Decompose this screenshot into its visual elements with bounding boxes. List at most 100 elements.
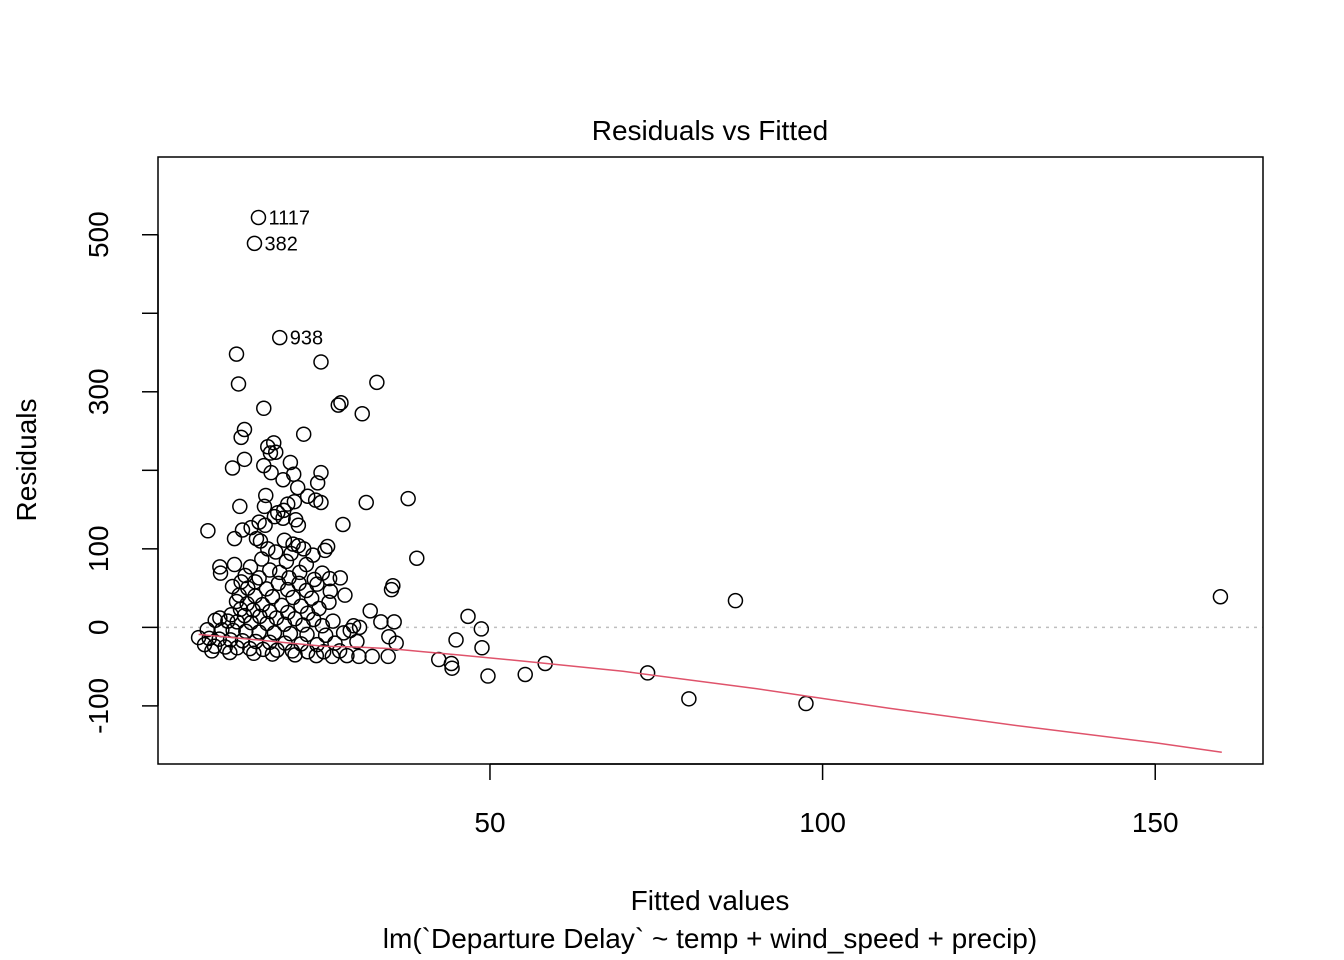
data-point	[473, 621, 490, 637]
data-point	[322, 583, 339, 599]
data-point	[349, 633, 365, 650]
data-point	[246, 645, 262, 662]
data-point	[279, 581, 296, 598]
data-point	[262, 562, 278, 578]
y-tick-label: 500	[83, 211, 114, 258]
data-point	[444, 660, 460, 676]
data-point	[313, 354, 329, 370]
data-point	[251, 570, 267, 586]
data-point	[309, 475, 326, 491]
data-point	[286, 493, 303, 510]
data-point	[313, 464, 329, 481]
data-point	[362, 603, 378, 619]
data-point	[263, 464, 279, 481]
data-point	[256, 498, 273, 515]
data-point	[342, 622, 359, 639]
y-tick-label: -100	[83, 678, 114, 734]
data-point	[388, 635, 404, 651]
data-point	[236, 451, 253, 468]
data-point	[339, 647, 355, 664]
data-point	[226, 556, 243, 573]
data-point	[727, 592, 744, 609]
data-point	[275, 510, 291, 526]
data-point	[285, 589, 301, 606]
data-point	[258, 487, 274, 504]
y-axis-label: Residuals	[11, 399, 42, 522]
data-point	[271, 329, 288, 346]
data-point	[224, 460, 241, 476]
data-point	[295, 426, 312, 442]
point-label: 1117	[268, 207, 310, 229]
data-point	[228, 346, 245, 362]
data-point	[303, 590, 320, 607]
data-point	[308, 647, 325, 664]
chart-title: Residuals vs Fitted	[592, 115, 829, 146]
y-tick-label: 0	[83, 620, 114, 636]
y-tick-label: 300	[83, 368, 114, 415]
data-point	[275, 502, 292, 519]
data-point	[248, 530, 265, 547]
data-point	[276, 532, 293, 548]
data-point	[266, 625, 283, 641]
data-point	[226, 530, 243, 547]
data-point	[681, 691, 697, 707]
x-axis: 50 100 150	[474, 763, 1179, 838]
data-point	[212, 610, 228, 626]
data-point	[260, 541, 276, 557]
data-point	[319, 538, 336, 555]
x-axis-subtitle: lm(`Departure Delay` ~ temp + wind_speed…	[383, 923, 1037, 954]
data-point	[314, 618, 331, 634]
data-point	[222, 644, 238, 661]
data-point	[409, 550, 425, 567]
data-point	[250, 209, 267, 226]
y-axis: -100 0 100 300 500	[83, 211, 159, 734]
data-point	[243, 614, 259, 631]
data-point	[321, 570, 338, 587]
data-point	[337, 587, 353, 603]
data-point	[252, 533, 269, 549]
data-point	[271, 564, 288, 581]
data-point	[233, 429, 249, 446]
data-point	[230, 376, 247, 392]
data-point	[335, 516, 351, 533]
data-point	[1212, 588, 1229, 605]
data-point	[325, 613, 341, 629]
data-point	[474, 640, 490, 656]
x-tick-label: 50	[474, 807, 505, 838]
data-point	[480, 668, 496, 684]
data-point	[309, 576, 325, 592]
data-point	[364, 648, 380, 665]
data-point	[256, 400, 272, 417]
plot-area: 1117 382 938	[158, 207, 1263, 753]
data-point	[798, 695, 814, 712]
data-point	[282, 454, 299, 471]
data-point	[335, 625, 352, 641]
data-point	[258, 581, 275, 597]
data-point	[264, 588, 281, 605]
data-point	[266, 435, 282, 451]
point-label: 382	[264, 233, 297, 255]
data-point	[333, 395, 349, 411]
x-tick-label: 150	[1132, 807, 1179, 838]
data-point	[204, 643, 220, 659]
data-point	[264, 646, 281, 662]
data-point	[282, 625, 299, 642]
data-point	[236, 421, 253, 438]
data-point	[443, 655, 460, 672]
data-point	[269, 642, 285, 658]
data-point	[289, 479, 306, 496]
data-point	[254, 551, 270, 567]
data-point	[262, 445, 279, 461]
data-point	[295, 617, 311, 633]
data-point	[234, 522, 251, 538]
data-point	[290, 517, 307, 534]
data-point	[315, 643, 332, 660]
data-point	[369, 374, 385, 391]
data-point	[242, 559, 259, 575]
data-point	[330, 397, 347, 413]
data-point	[383, 581, 400, 598]
data-point	[283, 545, 299, 562]
x-axis-label: Fitted values	[631, 885, 790, 916]
data-point	[200, 523, 216, 539]
